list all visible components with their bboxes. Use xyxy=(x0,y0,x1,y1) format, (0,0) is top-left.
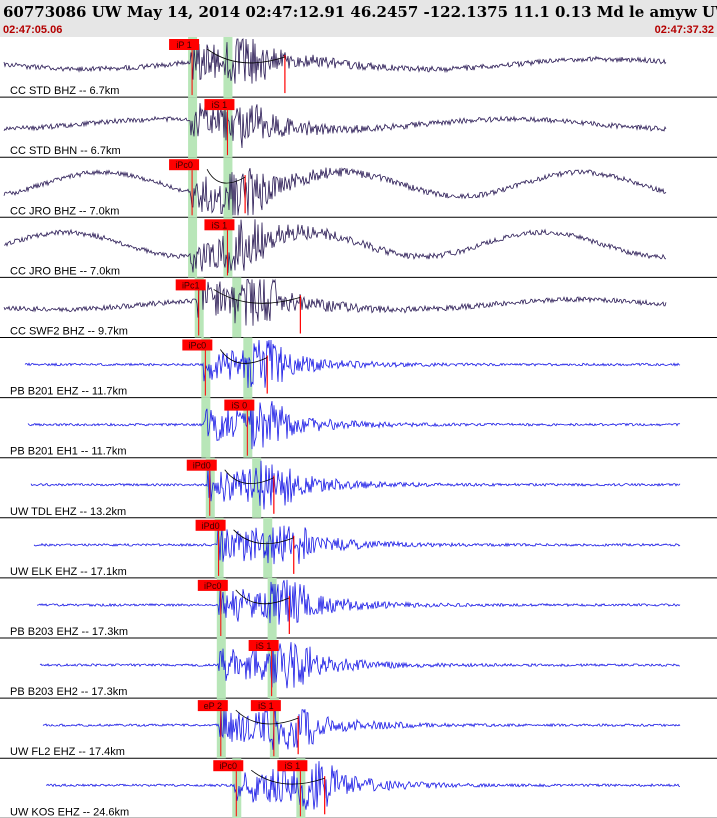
s-pick-label: iS 1 xyxy=(212,220,228,230)
trace-label: CC STD BHZ -- 6.7km xyxy=(10,85,119,97)
p-pick-label: iPc1 xyxy=(182,280,200,290)
trace-label: CC SWF2 BHZ -- 9.7km xyxy=(10,326,128,338)
trace-label: CC JRO BHZ -- 7.0km xyxy=(10,205,119,217)
waveform-trace xyxy=(3,38,667,84)
waveform-trace xyxy=(3,103,667,149)
p-pick-box xyxy=(186,459,217,471)
coda-decay-curve xyxy=(224,469,275,485)
trace-label: PB B203 EHZ -- 17.3km xyxy=(10,626,128,638)
coda-decay-curve xyxy=(235,709,299,725)
p-pick-label: iPd0 xyxy=(202,521,220,531)
s-pick-box xyxy=(248,640,279,651)
trace-label: UW TDL EHZ -- 13.2km xyxy=(10,506,126,518)
s-pick-box xyxy=(204,99,235,111)
start-time-label: 02:47:05.06 xyxy=(3,24,62,36)
s-pick-band xyxy=(252,457,262,518)
trace-label: UW KOS EHZ -- 24.6km xyxy=(10,806,129,818)
s-pick-label: iS 1 xyxy=(212,100,228,110)
trace-label: UW ELK EHZ -- 17.1km xyxy=(10,566,127,578)
s-pick-band xyxy=(267,577,277,638)
p-pick-label: iPc0 xyxy=(204,581,222,591)
trace-label: CC JRO BHE -- 7.0km xyxy=(10,265,120,277)
waveform-trace xyxy=(27,401,681,450)
trace-label: UW FL2 EHZ -- 17.4km xyxy=(10,746,125,758)
p-pick-label: eP 2 xyxy=(204,701,222,711)
trace-label: PB B203 EH2 -- 17.3km xyxy=(10,686,127,698)
trace-label: PB B201 EHZ -- 11.7km xyxy=(10,386,127,398)
coda-decay-curve xyxy=(220,349,268,364)
s-pick-label: iS 1 xyxy=(285,761,301,771)
header-bar xyxy=(0,0,717,37)
s-pick-box xyxy=(250,700,281,712)
p-pick-band xyxy=(201,397,211,458)
s-pick-box xyxy=(277,760,308,772)
trace-label: PB B201 EH1 -- 11.7km xyxy=(10,446,127,458)
p-pick-box xyxy=(213,760,244,772)
waveform-trace xyxy=(33,525,681,565)
waveform-trace xyxy=(24,339,681,388)
waveform-trace xyxy=(36,579,681,625)
s-pick-box xyxy=(204,219,235,231)
event-header-title: 60773086 UW May 14, 2014 02:47:12.91 46.… xyxy=(3,3,717,21)
waveform-trace xyxy=(39,642,681,689)
s-pick-label: iS 0 xyxy=(232,401,248,411)
p-pick-box xyxy=(195,519,226,531)
p-pick-band xyxy=(216,638,226,699)
coda-decay-curve xyxy=(206,169,246,184)
s-pick-band xyxy=(243,337,253,398)
s-pick-label: iS 1 xyxy=(256,641,272,651)
trace-label: CC STD BHN -- 6.7km xyxy=(10,145,121,157)
s-pick-band xyxy=(232,277,242,338)
waveform-trace xyxy=(42,703,681,750)
s-pick-label: iS 1 xyxy=(258,701,274,711)
p-pick-label: iPc0 xyxy=(175,160,193,170)
waveform-trace xyxy=(3,167,667,216)
s-pick-band xyxy=(223,157,233,218)
p-pick-box xyxy=(169,39,200,50)
waveform-trace xyxy=(30,460,681,510)
s-pick-band xyxy=(263,517,273,578)
coda-decay-curve xyxy=(233,529,294,545)
p-pick-label: iPc0 xyxy=(220,761,238,771)
coda-decay-curve xyxy=(213,289,301,304)
p-pick-box xyxy=(197,700,228,712)
waveform-trace xyxy=(45,761,680,810)
p-pick-label: iPc0 xyxy=(189,341,207,351)
p-pick-box xyxy=(169,159,200,171)
p-pick-band xyxy=(188,217,198,278)
p-pick-label: iPd0 xyxy=(193,461,211,471)
s-pick-box xyxy=(224,399,255,411)
trace-panels: iP 1 CC STD BHZ -- 6.7km iS 1 CC STD BHN --… xyxy=(0,37,717,818)
end-time-label: 02:47:37.32 xyxy=(655,24,714,36)
coda-decay-curve xyxy=(251,769,325,785)
p-pick-box xyxy=(175,279,206,291)
coda-decay-curve xyxy=(206,48,286,64)
p-pick-box xyxy=(182,339,213,351)
p-pick-label: iP 1 xyxy=(176,40,191,50)
waveform-trace xyxy=(3,278,667,326)
waveform-trace xyxy=(3,219,667,273)
p-pick-box xyxy=(197,579,228,591)
coda-decay-curve xyxy=(235,589,290,605)
